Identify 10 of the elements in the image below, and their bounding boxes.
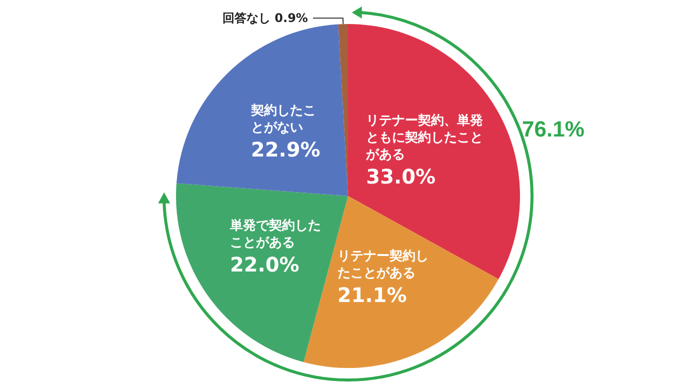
data-label: 22.0%: [230, 252, 300, 277]
text: 76.1%: [522, 116, 584, 142]
data-label: 21.1%: [337, 282, 407, 307]
data-label: 22.9%: [250, 138, 320, 162]
slice-label: リテナー契約したことがある: [337, 248, 428, 281]
data-label: 33.0%: [366, 164, 436, 188]
slice-label: 単発で契約したことがある: [228, 218, 321, 251]
slice-label: リテナー契約、単発ともに契約したことがある: [365, 113, 484, 162]
slice-label: 回答なし 0.9%: [222, 11, 308, 26]
slice-label: 契約したことがない: [250, 104, 316, 136]
